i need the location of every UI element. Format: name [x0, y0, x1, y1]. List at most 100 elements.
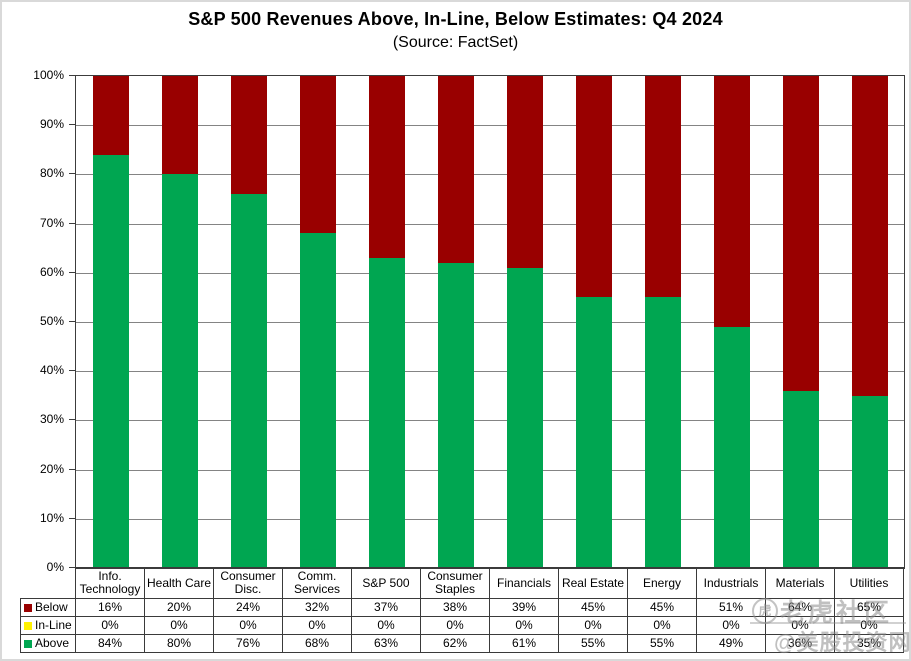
gridline-70 [76, 223, 904, 225]
y-axis-tick [69, 567, 76, 568]
y-axis-label-60: 60% [39, 264, 64, 279]
value-cell-below: 51% [696, 598, 766, 617]
category-header-cell: Financials [489, 567, 559, 599]
legend-label: In-Line [35, 618, 72, 632]
value-cell-below: 39% [489, 598, 559, 617]
bar-segment-above-2 [161, 174, 198, 568]
bar-segment-below-12 [851, 76, 888, 396]
category-header-cell: Health Care [144, 567, 214, 599]
value-cell-below: 45% [627, 598, 697, 617]
y-axis-tick [69, 222, 76, 224]
value-cell-in-line: 0% [213, 616, 283, 635]
y-axis-tick [69, 419, 76, 421]
legend-label: Below [35, 600, 68, 614]
y-axis-tick [69, 517, 76, 519]
table-corner-cell [21, 568, 76, 599]
y-axis-label-90: 90% [39, 117, 64, 132]
bar-segment-below-3 [230, 76, 267, 195]
category-header-cell: Materials [765, 567, 835, 599]
value-cell-in-line: 0% [144, 616, 214, 635]
value-cell-in-line: 0% [489, 616, 559, 635]
value-cell-in-line: 0% [75, 616, 145, 635]
value-cell-below: 16% [75, 598, 145, 617]
value-cell-below: 38% [420, 598, 490, 617]
bar-segment-below-7 [506, 76, 543, 268]
bar-segment-above-1 [92, 154, 129, 568]
value-cell-in-line: 0% [351, 616, 421, 635]
category-header-cell: S&P 500 [351, 567, 421, 599]
value-cell-in-line: 0% [282, 616, 352, 635]
bar-segment-below-4 [299, 76, 336, 234]
legend-cell-in-line: In-Line [20, 616, 76, 635]
bar-segment-below-11 [782, 76, 819, 391]
value-cell-above: 55% [627, 634, 697, 653]
legend-swatch-above-icon [24, 640, 32, 648]
gridline-40 [76, 371, 904, 373]
y-axis-label-30: 30% [39, 412, 64, 427]
legend-cell-below: Below [20, 598, 76, 617]
data-table: Info. Technology Health Care Consumer Disc… [20, 567, 904, 653]
legend-cell-above: Above [20, 634, 76, 653]
gridline-10 [76, 518, 904, 520]
bar-segment-above-9 [644, 297, 681, 568]
value-cell-in-line: 0% [420, 616, 490, 635]
category-header-cell: Real Estate [558, 567, 628, 599]
value-cell-above: 35% [834, 634, 904, 653]
bar-segment-above-3 [230, 194, 267, 568]
y-axis-label-100: 100% [33, 68, 64, 82]
category-header-cell: Industrials [696, 567, 766, 599]
chart-subtitle: (Source: FactSet) [392, 34, 519, 51]
gridline-90 [76, 125, 904, 127]
y-axis-label-0: 0% [46, 560, 64, 574]
y-axis-tick [69, 75, 76, 76]
gridline-80 [76, 174, 904, 176]
value-cell-below: 37% [351, 598, 421, 617]
bar-segment-above-6 [437, 262, 474, 568]
y-axis-tick [69, 468, 76, 470]
category-header-cell: Comm. Services [282, 567, 352, 599]
legend-label: Above [35, 636, 70, 650]
value-cell-below: 65% [834, 598, 904, 617]
legend-swatch-below-icon [24, 604, 32, 612]
value-cell-in-line: 0% [765, 616, 835, 635]
bar-segment-above-4 [299, 233, 336, 568]
value-cell-above: 80% [144, 634, 214, 653]
bar-segment-below-1 [92, 76, 129, 155]
bar-segment-below-6 [437, 76, 474, 263]
bar-segment-below-2 [161, 76, 198, 175]
bar-segment-above-11 [782, 390, 819, 568]
y-axis-label-70: 70% [39, 215, 64, 230]
y-axis-label-40: 40% [39, 363, 64, 378]
value-cell-above: 55% [558, 634, 628, 653]
gridline-50 [76, 322, 904, 323]
y-axis-label-80: 80% [39, 166, 64, 181]
value-cell-above: 36% [765, 634, 835, 653]
value-cell-in-line: 0% [696, 616, 766, 635]
y-axis-tick [69, 271, 76, 273]
category-header-cell: Utilities [834, 567, 904, 599]
value-cell-in-line: 0% [834, 616, 904, 635]
value-cell-above: 61% [489, 634, 559, 653]
value-cell-below: 45% [558, 598, 628, 617]
value-cell-below: 24% [213, 598, 283, 617]
y-axis-label-10: 10% [39, 510, 64, 525]
value-cell-below: 64% [765, 598, 835, 617]
bar-segment-below-8 [575, 76, 612, 298]
category-header-cell: Energy [627, 567, 697, 599]
value-cell-below: 32% [282, 598, 352, 617]
value-cell-above: 62% [420, 634, 490, 653]
bar-segment-above-7 [506, 267, 543, 568]
value-cell-above: 63% [351, 634, 421, 653]
value-cell-above: 84% [75, 634, 145, 653]
gridline-20 [76, 469, 904, 471]
value-cell-below: 20% [144, 598, 214, 617]
category-header-cell: Consumer Disc. [213, 567, 283, 599]
y-axis-tick [69, 321, 76, 322]
gridline-60 [76, 272, 904, 274]
legend-swatch-in-line-icon [24, 622, 32, 630]
bar-segment-below-5 [368, 76, 405, 259]
y-axis-tick [69, 173, 76, 175]
chart-title: S&P 500 Revenues Above, In-Line, Below E… [188, 9, 723, 29]
bar-segment-below-9 [644, 76, 681, 298]
